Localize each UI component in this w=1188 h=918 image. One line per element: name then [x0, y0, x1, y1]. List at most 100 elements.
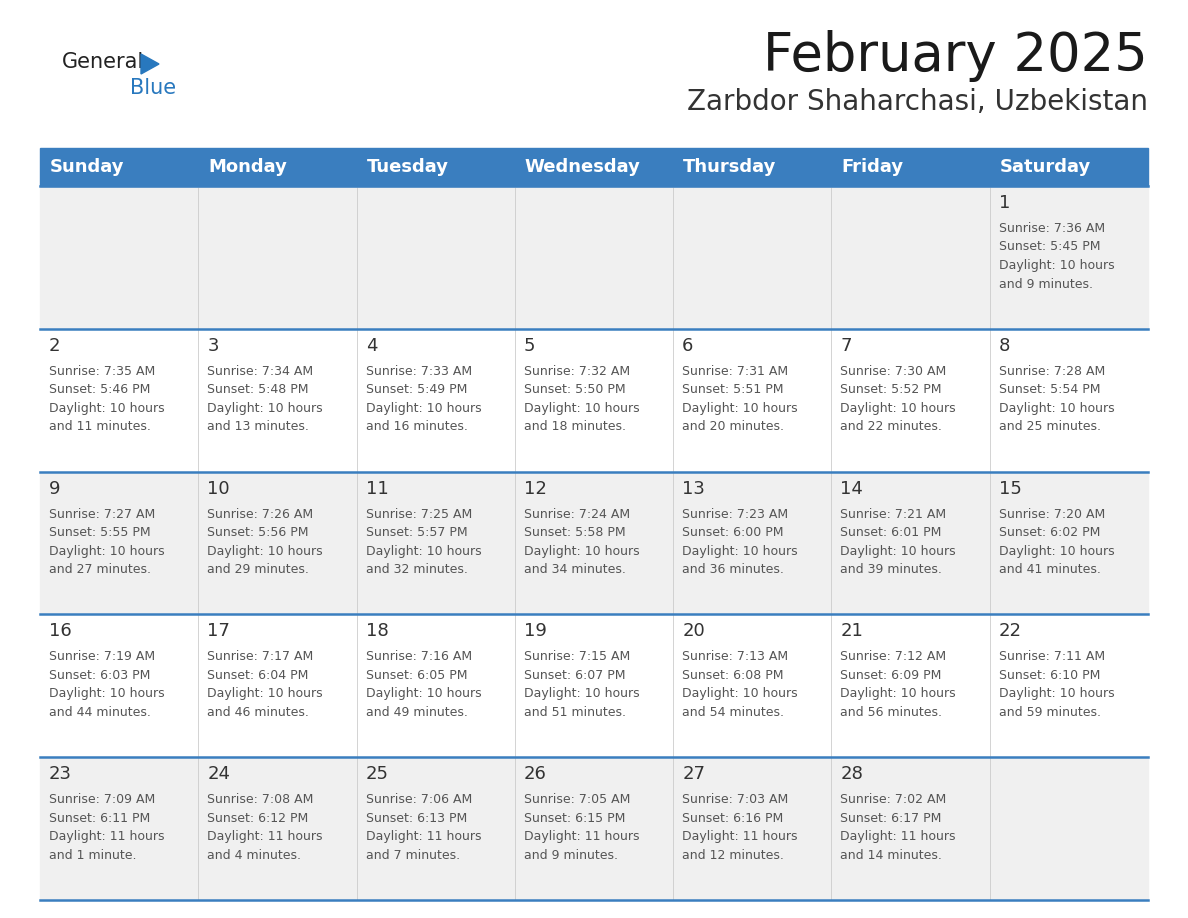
Text: 23: 23	[49, 766, 72, 783]
Text: Sunrise: 7:30 AM: Sunrise: 7:30 AM	[840, 364, 947, 378]
Bar	[40, 148, 1148, 186]
Text: and 29 minutes.: and 29 minutes.	[207, 563, 309, 577]
Text: Daylight: 11 hours: Daylight: 11 hours	[49, 830, 164, 844]
Text: Daylight: 11 hours: Daylight: 11 hours	[207, 830, 323, 844]
Text: 1: 1	[999, 194, 1010, 212]
Text: Daylight: 10 hours: Daylight: 10 hours	[999, 544, 1114, 557]
Text: Daylight: 11 hours: Daylight: 11 hours	[682, 830, 797, 844]
Text: Sunday: Sunday	[50, 158, 125, 176]
Text: and 49 minutes.: and 49 minutes.	[366, 706, 467, 719]
Text: Sunrise: 7:13 AM: Sunrise: 7:13 AM	[682, 650, 789, 664]
Text: 26: 26	[524, 766, 546, 783]
Text: Daylight: 10 hours: Daylight: 10 hours	[682, 688, 798, 700]
Text: Sunrise: 7:36 AM: Sunrise: 7:36 AM	[999, 222, 1105, 235]
Text: Sunset: 6:17 PM: Sunset: 6:17 PM	[840, 812, 942, 824]
Text: Sunrise: 7:16 AM: Sunrise: 7:16 AM	[366, 650, 472, 664]
Text: Monday: Monday	[208, 158, 287, 176]
Text: 22: 22	[999, 622, 1022, 641]
Text: Daylight: 10 hours: Daylight: 10 hours	[524, 688, 639, 700]
Text: Sunrise: 7:08 AM: Sunrise: 7:08 AM	[207, 793, 314, 806]
Text: Sunset: 5:45 PM: Sunset: 5:45 PM	[999, 241, 1100, 253]
Text: Sunrise: 7:06 AM: Sunrise: 7:06 AM	[366, 793, 472, 806]
Text: Sunset: 6:00 PM: Sunset: 6:00 PM	[682, 526, 784, 539]
Text: Daylight: 10 hours: Daylight: 10 hours	[366, 688, 481, 700]
Text: 16: 16	[49, 622, 71, 641]
Text: Sunrise: 7:20 AM: Sunrise: 7:20 AM	[999, 508, 1105, 521]
Text: and 16 minutes.: and 16 minutes.	[366, 420, 467, 433]
Text: 15: 15	[999, 479, 1022, 498]
Text: and 46 minutes.: and 46 minutes.	[207, 706, 309, 719]
Text: and 44 minutes.: and 44 minutes.	[49, 706, 151, 719]
Text: and 1 minute.: and 1 minute.	[49, 849, 137, 862]
Text: General: General	[62, 52, 144, 72]
Polygon shape	[141, 54, 159, 74]
Text: Sunset: 6:09 PM: Sunset: 6:09 PM	[840, 669, 942, 682]
Text: Blue: Blue	[129, 78, 176, 98]
Text: Daylight: 10 hours: Daylight: 10 hours	[999, 259, 1114, 272]
Text: Daylight: 10 hours: Daylight: 10 hours	[999, 688, 1114, 700]
Text: Daylight: 10 hours: Daylight: 10 hours	[682, 544, 798, 557]
Text: and 9 minutes.: and 9 minutes.	[524, 849, 618, 862]
Text: Sunrise: 7:11 AM: Sunrise: 7:11 AM	[999, 650, 1105, 664]
Text: Sunset: 6:13 PM: Sunset: 6:13 PM	[366, 812, 467, 824]
Text: Sunset: 5:48 PM: Sunset: 5:48 PM	[207, 384, 309, 397]
Text: 17: 17	[207, 622, 230, 641]
Text: 18: 18	[366, 622, 388, 641]
Text: Sunrise: 7:24 AM: Sunrise: 7:24 AM	[524, 508, 630, 521]
Text: Sunset: 5:50 PM: Sunset: 5:50 PM	[524, 384, 626, 397]
Text: 14: 14	[840, 479, 864, 498]
Text: Sunrise: 7:05 AM: Sunrise: 7:05 AM	[524, 793, 630, 806]
Bar	[40, 614, 1148, 757]
Text: Daylight: 10 hours: Daylight: 10 hours	[49, 402, 165, 415]
Text: Sunset: 6:08 PM: Sunset: 6:08 PM	[682, 669, 784, 682]
Text: 8: 8	[999, 337, 1010, 354]
Text: Thursday: Thursday	[683, 158, 777, 176]
Text: and 39 minutes.: and 39 minutes.	[840, 563, 942, 577]
Text: Sunset: 5:54 PM: Sunset: 5:54 PM	[999, 384, 1100, 397]
Text: and 56 minutes.: and 56 minutes.	[840, 706, 942, 719]
Text: and 7 minutes.: and 7 minutes.	[366, 849, 460, 862]
Text: 19: 19	[524, 622, 546, 641]
Text: and 14 minutes.: and 14 minutes.	[840, 849, 942, 862]
Text: 10: 10	[207, 479, 230, 498]
Text: Sunset: 6:10 PM: Sunset: 6:10 PM	[999, 669, 1100, 682]
Text: 7: 7	[840, 337, 852, 354]
Text: and 27 minutes.: and 27 minutes.	[49, 563, 151, 577]
Text: Sunset: 6:11 PM: Sunset: 6:11 PM	[49, 812, 150, 824]
Text: 2: 2	[49, 337, 61, 354]
Text: Sunset: 5:55 PM: Sunset: 5:55 PM	[49, 526, 151, 539]
Text: Sunrise: 7:03 AM: Sunrise: 7:03 AM	[682, 793, 789, 806]
Text: and 51 minutes.: and 51 minutes.	[524, 706, 626, 719]
Text: 20: 20	[682, 622, 704, 641]
Text: Sunrise: 7:23 AM: Sunrise: 7:23 AM	[682, 508, 789, 521]
Text: Sunset: 5:52 PM: Sunset: 5:52 PM	[840, 384, 942, 397]
Text: Wednesday: Wednesday	[525, 158, 640, 176]
Text: Daylight: 11 hours: Daylight: 11 hours	[840, 830, 956, 844]
Text: and 9 minutes.: and 9 minutes.	[999, 277, 1093, 290]
Text: Sunrise: 7:12 AM: Sunrise: 7:12 AM	[840, 650, 947, 664]
Text: Daylight: 10 hours: Daylight: 10 hours	[207, 688, 323, 700]
Text: 12: 12	[524, 479, 546, 498]
Text: 24: 24	[207, 766, 230, 783]
Text: Sunrise: 7:25 AM: Sunrise: 7:25 AM	[366, 508, 472, 521]
Text: 11: 11	[366, 479, 388, 498]
Text: Daylight: 10 hours: Daylight: 10 hours	[840, 544, 956, 557]
Text: and 54 minutes.: and 54 minutes.	[682, 706, 784, 719]
Text: Sunset: 6:12 PM: Sunset: 6:12 PM	[207, 812, 309, 824]
Text: Sunset: 6:16 PM: Sunset: 6:16 PM	[682, 812, 783, 824]
Text: Sunrise: 7:21 AM: Sunrise: 7:21 AM	[840, 508, 947, 521]
Text: Sunset: 6:03 PM: Sunset: 6:03 PM	[49, 669, 151, 682]
Text: Sunrise: 7:26 AM: Sunrise: 7:26 AM	[207, 508, 314, 521]
Bar	[40, 472, 1148, 614]
Text: Sunrise: 7:34 AM: Sunrise: 7:34 AM	[207, 364, 314, 378]
Text: Sunrise: 7:33 AM: Sunrise: 7:33 AM	[366, 364, 472, 378]
Text: 3: 3	[207, 337, 219, 354]
Text: Sunset: 6:07 PM: Sunset: 6:07 PM	[524, 669, 625, 682]
Text: Daylight: 10 hours: Daylight: 10 hours	[999, 402, 1114, 415]
Text: and 41 minutes.: and 41 minutes.	[999, 563, 1100, 577]
Text: and 32 minutes.: and 32 minutes.	[366, 563, 467, 577]
Text: Sunrise: 7:35 AM: Sunrise: 7:35 AM	[49, 364, 156, 378]
Text: 4: 4	[366, 337, 377, 354]
Text: Daylight: 10 hours: Daylight: 10 hours	[840, 688, 956, 700]
Text: 27: 27	[682, 766, 706, 783]
